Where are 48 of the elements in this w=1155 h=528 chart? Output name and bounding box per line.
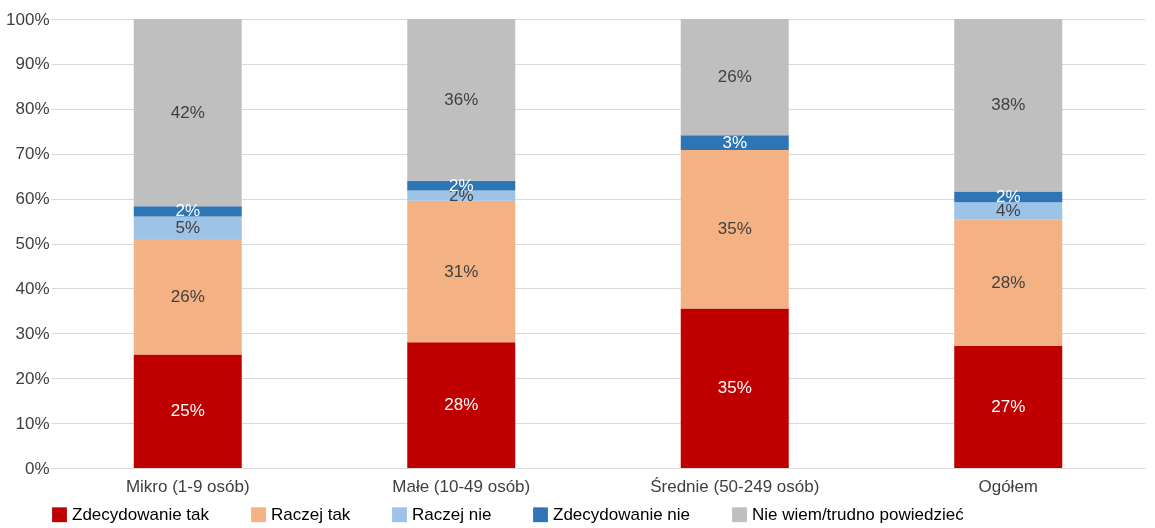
data-label: 38%	[991, 95, 1026, 115]
bar	[954, 202, 1063, 220]
y-tick-label: 50%	[15, 234, 50, 253]
bar	[954, 219, 1063, 346]
legend-label: Zdecydowanie tak	[72, 504, 210, 524]
y-tick-label: 60%	[15, 189, 50, 209]
data-label: 3%	[722, 132, 748, 152]
bar	[133, 206, 242, 217]
legend-label: Raczej tak	[271, 504, 351, 524]
data-label: 28%	[991, 272, 1026, 292]
bar	[133, 239, 242, 355]
y-tick-label: 40%	[15, 278, 50, 298]
bar	[680, 19, 789, 136]
bar	[407, 342, 516, 468]
bar	[407, 19, 516, 181]
bar	[133, 354, 242, 468]
y-tick-label: 70%	[15, 144, 50, 164]
legend-label: Zdecydowanie nie	[553, 504, 691, 524]
data-label: 26%	[717, 67, 752, 87]
data-label: 28%	[444, 395, 479, 415]
bar	[954, 345, 1063, 468]
data-label: 36%	[444, 89, 479, 109]
legend-label: Nie wiem/trudno powiedzieć	[752, 504, 965, 524]
bar	[680, 150, 789, 309]
data-label: 35%	[717, 378, 752, 398]
y-tick-label: 80%	[15, 99, 50, 119]
data-label: 42%	[170, 102, 205, 122]
bar	[680, 308, 789, 468]
y-tick-label: 30%	[15, 323, 50, 343]
y-tick-label: 10%	[15, 413, 50, 433]
y-tick-label: 20%	[15, 368, 50, 388]
bar	[680, 135, 789, 151]
data-label: 35%	[717, 219, 752, 239]
x-tick-label: Małe (10-49 osób)	[392, 476, 531, 496]
y-tick-label: 100%	[6, 9, 50, 29]
legend-label: Raczej nie	[412, 504, 492, 524]
y-tick-label: 90%	[15, 54, 50, 74]
bar	[133, 216, 242, 240]
x-tick-label: Ogółem	[978, 476, 1039, 496]
bar	[954, 19, 1063, 192]
data-label: 26%	[170, 286, 205, 306]
data-label: 27%	[991, 396, 1026, 416]
data-label: 31%	[444, 261, 479, 281]
data-label: 25%	[170, 401, 205, 421]
bar	[407, 200, 516, 343]
x-tick-label: Mikro (1-9 osób)	[125, 476, 250, 496]
x-tick-label: Średnie (50-249 osób)	[650, 476, 820, 496]
y-tick-label: 0%	[24, 458, 50, 478]
